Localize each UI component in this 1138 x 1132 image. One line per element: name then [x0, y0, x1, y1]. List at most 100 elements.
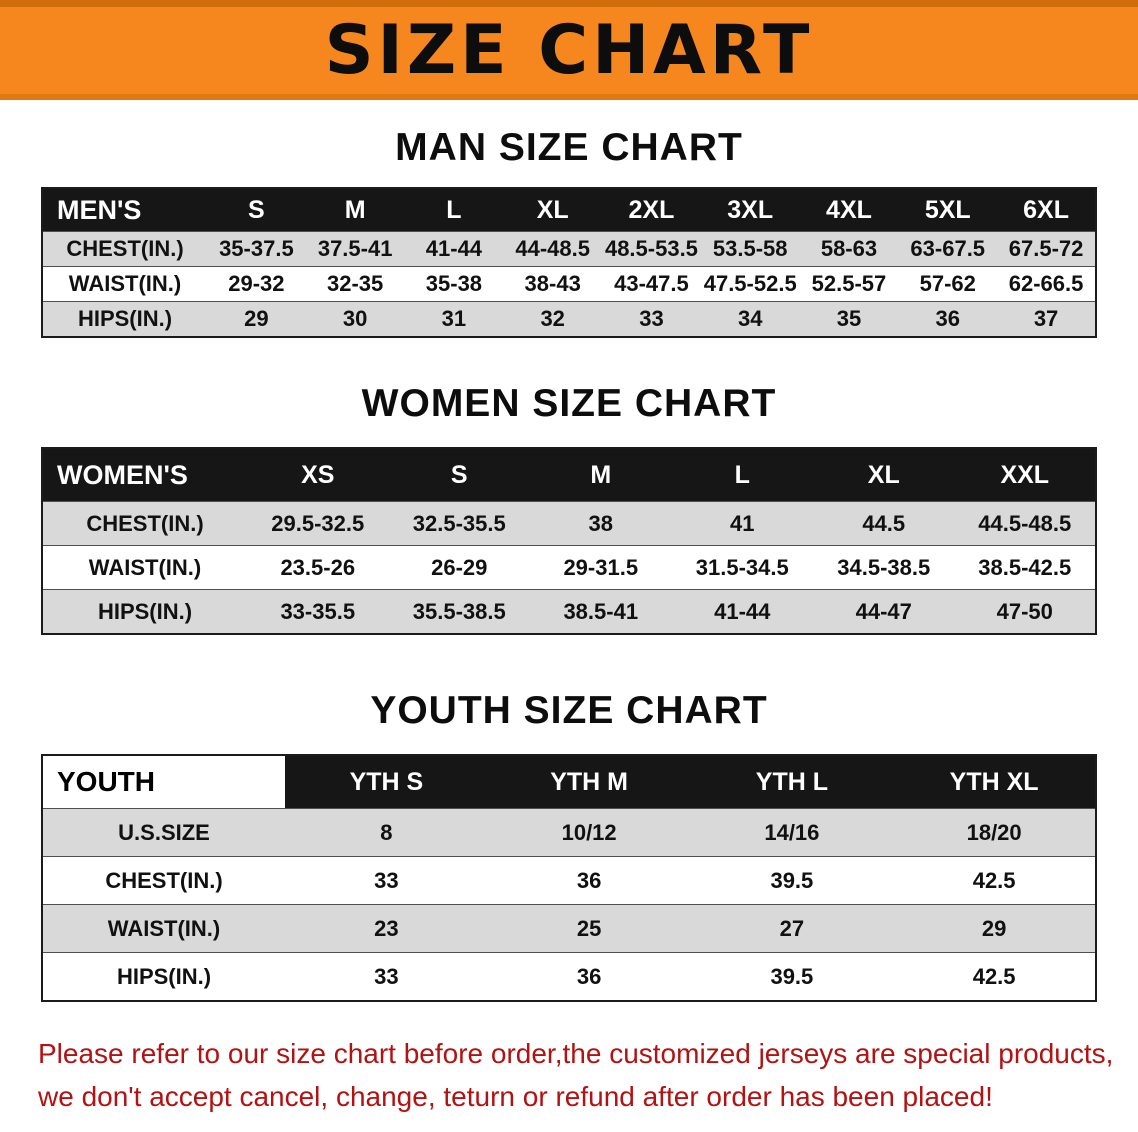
size-value: 37 [997, 301, 1096, 337]
size-column-header: 3XL [700, 188, 800, 232]
men-section: MAN SIZE CHART MEN'S S M L XL 2XL 3XL 4XL 5XL 6XL… [0, 126, 1138, 338]
size-value: 58-63 [799, 231, 899, 267]
page-title: SIZE CHART [324, 10, 814, 90]
table-row: CHEST(IN.) 29.5-32.5 32.5-35.5 38 41 44.5 44.5… [42, 501, 1096, 546]
row-label: HIPS(IN.) [42, 952, 285, 1001]
size-column-header: S [388, 448, 530, 502]
size-column-header: 2XL [602, 188, 701, 232]
table-label-header: YOUTH [42, 755, 285, 809]
size-value: 62-66.5 [997, 266, 1096, 302]
size-value: 10/12 [487, 808, 691, 857]
size-value: 29.5-32.5 [247, 501, 389, 546]
size-column-header: YTH M [487, 755, 691, 809]
size-value: 38.5-41 [530, 589, 672, 634]
size-value: 8 [285, 808, 488, 857]
table-row: WAIST(IN.) 23.5-26 26-29 29-31.5 31.5-34.5 34… [42, 545, 1096, 590]
size-column-header: 4XL [799, 188, 899, 232]
size-value: 31 [404, 301, 504, 337]
size-column-header: S [207, 188, 306, 232]
size-value: 53.5-58 [700, 231, 800, 267]
row-label: U.S.SIZE [42, 808, 285, 857]
men-heading: MAN SIZE CHART [395, 126, 743, 169]
size-value: 27 [690, 904, 894, 953]
size-value: 47.5-52.5 [700, 266, 800, 302]
size-value: 33 [285, 952, 488, 1001]
row-label: HIPS(IN.) [42, 589, 247, 634]
footer-notice: Please refer to our size chart before or… [38, 1032, 1113, 1119]
size-column-header: YTH L [690, 755, 894, 809]
table-row: CHEST(IN.) 35-37.5 37.5-41 41-44 44-48.5 48.5… [42, 231, 1096, 267]
size-value: 44-48.5 [503, 231, 603, 267]
size-value: 29-31.5 [530, 545, 672, 590]
size-value: 25 [487, 904, 691, 953]
size-column-header: XS [247, 448, 389, 502]
table-row: HIPS(IN.) 29 30 31 32 33 34 35 36 37 [42, 301, 1096, 337]
size-value: 23.5-26 [247, 545, 389, 590]
row-label: WAIST(IN.) [42, 545, 247, 590]
size-value: 37.5-41 [305, 231, 405, 267]
size-column-header: XL [813, 448, 955, 502]
table-label-header: MEN'S [42, 188, 207, 232]
size-value: 34 [700, 301, 800, 337]
size-column-header: M [305, 188, 405, 232]
size-value: 57-62 [898, 266, 998, 302]
size-value: 36 [487, 952, 691, 1001]
size-value: 52.5-57 [799, 266, 899, 302]
size-value: 32-35 [305, 266, 405, 302]
size-value: 26-29 [388, 545, 530, 590]
size-value: 38-43 [503, 266, 603, 302]
size-value: 43-47.5 [602, 266, 701, 302]
size-value: 39.5 [690, 952, 894, 1001]
size-value: 35 [799, 301, 899, 337]
size-value: 35-37.5 [207, 231, 306, 267]
men-size-table: MEN'S S M L XL 2XL 3XL 4XL 5XL 6XL CHEST(IN.) 35-37… [41, 187, 1097, 338]
size-value: 44.5-48.5 [954, 501, 1096, 546]
row-label: WAIST(IN.) [42, 266, 207, 302]
row-label: CHEST(IN.) [42, 856, 285, 905]
row-label: WAIST(IN.) [42, 904, 285, 953]
women-heading: WOMEN SIZE CHART [361, 382, 777, 425]
size-value: 38.5-42.5 [954, 545, 1096, 590]
size-value: 33 [285, 856, 488, 905]
table-row: HIPS(IN.) 33-35.5 35.5-38.5 38.5-41 41-44 44-… [42, 589, 1096, 634]
size-value: 33 [602, 301, 701, 337]
size-column-header: L [404, 188, 504, 232]
size-column-header: 5XL [898, 188, 998, 232]
size-value: 35-38 [404, 266, 504, 302]
table-row: U.S.SIZE 8 10/12 14/16 18/20 [42, 808, 1096, 857]
size-column-header: M [530, 448, 672, 502]
size-value: 41-44 [671, 589, 813, 634]
size-value: 44-47 [813, 589, 955, 634]
header-row: YOUTH YTH S YTH M YTH L YTH XL [42, 755, 1096, 809]
youth-section: YOUTH SIZE CHART YOUTH YTH S YTH M YTH L YTH… [0, 689, 1138, 1002]
row-label: CHEST(IN.) [42, 231, 207, 267]
size-value: 33-35.5 [247, 589, 389, 634]
size-value: 39.5 [690, 856, 894, 905]
header-row: WOMEN'S XS S M L XL XXL [42, 448, 1096, 502]
size-value: 32.5-35.5 [388, 501, 530, 546]
size-value: 42.5 [893, 952, 1096, 1001]
youth-size-table: YOUTH YTH S YTH M YTH L YTH XL U.S.SIZE 8 10/12… [41, 754, 1097, 1002]
size-value: 29 [207, 301, 306, 337]
size-column-header: XXL [954, 448, 1096, 502]
size-value: 47-50 [954, 589, 1096, 634]
size-value: 31.5-34.5 [671, 545, 813, 590]
banner: SIZE CHART [0, 0, 1138, 100]
size-value: 30 [305, 301, 405, 337]
size-value: 42.5 [893, 856, 1096, 905]
row-label: CHEST(IN.) [42, 501, 247, 546]
size-value: 29 [893, 904, 1096, 953]
size-column-header: 6XL [997, 188, 1096, 232]
size-column-header: YTH XL [893, 755, 1096, 809]
women-size-table: WOMEN'S XS S M L XL XXL CHEST(IN.) 29.5-32.5 32.5… [41, 447, 1097, 635]
size-value: 41 [671, 501, 813, 546]
size-value: 36 [487, 856, 691, 905]
header-row: MEN'S S M L XL 2XL 3XL 4XL 5XL 6XL [42, 188, 1096, 232]
table-row: CHEST(IN.) 33 36 39.5 42.5 [42, 856, 1096, 905]
women-section: WOMEN SIZE CHART WOMEN'S XS S M L XL XXL CHEST(… [0, 382, 1138, 635]
table-row: HIPS(IN.) 33 36 39.5 42.5 [42, 952, 1096, 1001]
size-value: 38 [530, 501, 672, 546]
size-value: 32 [503, 301, 603, 337]
table-row: WAIST(IN.) 23 25 27 29 [42, 904, 1096, 953]
